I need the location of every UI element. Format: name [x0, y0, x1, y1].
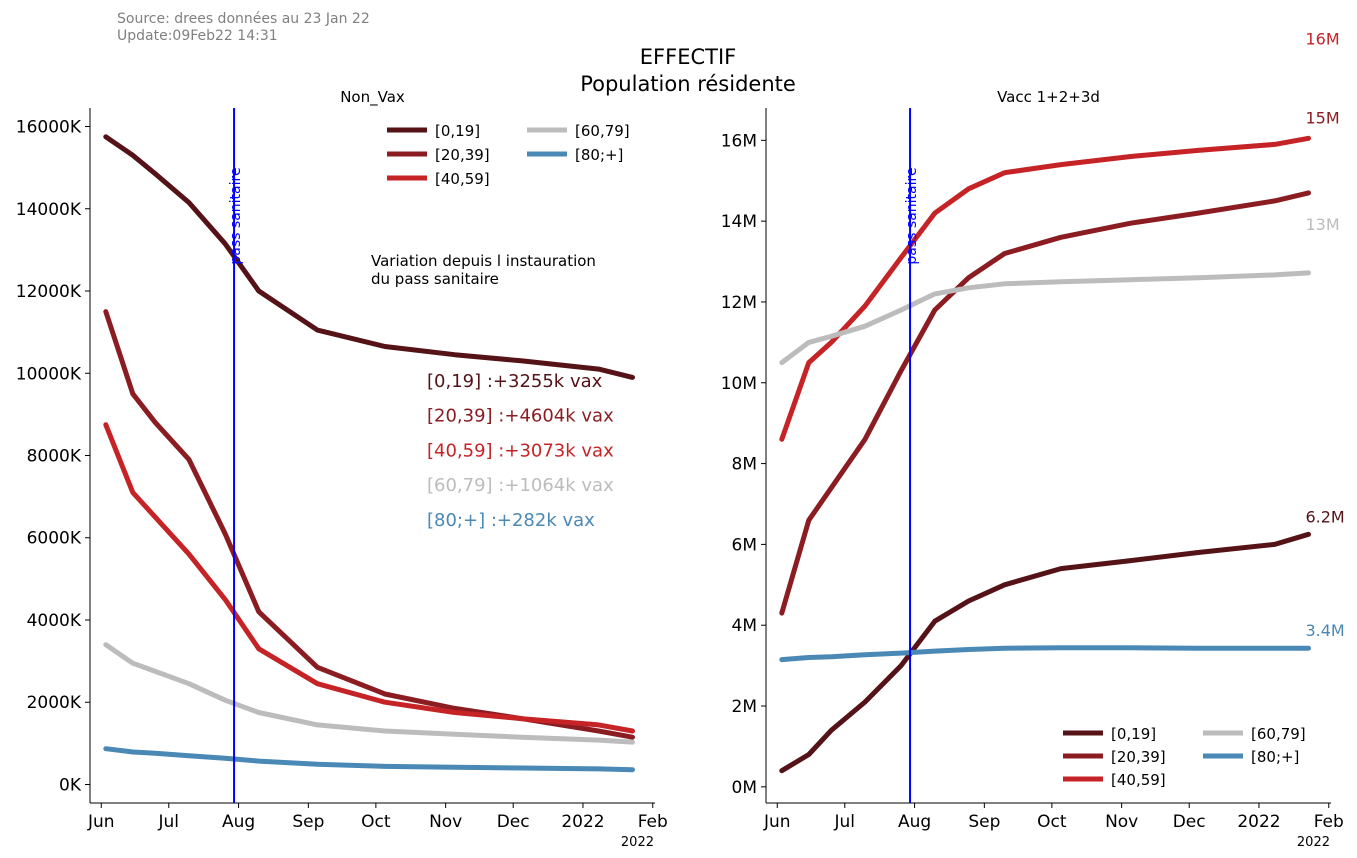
- x-tick-label: Sep: [968, 812, 1000, 832]
- legend-label: [0,19]: [435, 122, 480, 140]
- y-tick-label: 10M: [721, 374, 757, 394]
- note-text: Variation depuis l instauration: [371, 252, 596, 270]
- legend-label: [20,39]: [435, 146, 490, 164]
- x-tick-label: Oct: [1037, 812, 1067, 832]
- x-tick-label: Jun: [763, 812, 791, 832]
- variation-label: [60,79] :+1064k vax: [427, 475, 614, 496]
- legend-label: [80;+]: [1251, 748, 1299, 766]
- legend-label: [40,59]: [1111, 771, 1166, 789]
- pass-sanitaire-label: pass sanitaire: [228, 167, 244, 264]
- legend-label: [40,59]: [435, 170, 490, 188]
- x-tick-label: Feb: [1314, 812, 1344, 832]
- variation-label: [20,39] :+4604k vax: [427, 406, 614, 427]
- x-tick-label: Dec: [497, 812, 530, 832]
- legend-label: [60,79]: [1251, 725, 1306, 743]
- y-tick-label: 4000K: [27, 611, 82, 631]
- legend-label: [60,79]: [575, 122, 630, 140]
- y-tick-label: 12000K: [16, 282, 82, 302]
- x-tick-label: 2022: [561, 812, 604, 832]
- x-offset-label: 2022: [621, 835, 654, 850]
- x-tick-label: Nov: [1105, 812, 1138, 832]
- chart-title: Vacc 1+2+3d: [997, 88, 1100, 106]
- x-tick-label: Aug: [222, 812, 255, 832]
- x-tick-label: Dec: [1173, 812, 1206, 832]
- y-tick-label: 12M: [721, 293, 757, 313]
- chart-vacc: Vacc 1+2+3d Jun Jul Aug Sep Oct Nov Dec 2022 Feb 2…: [721, 29, 1345, 850]
- y-tick-label: 14M: [721, 212, 757, 232]
- series-line-2: [103, 422, 635, 734]
- legend-label: [0,19]: [1111, 725, 1156, 743]
- end-label: 13M: [1305, 215, 1339, 234]
- end-label: 3.4M: [1305, 621, 1344, 640]
- y-tick-label: 0K: [59, 775, 82, 795]
- legend-label: [20,39]: [1111, 748, 1166, 766]
- y-tick-label: 2000K: [27, 693, 82, 713]
- x-tick-label: Feb: [638, 812, 668, 832]
- x-tick-label: Nov: [429, 812, 462, 832]
- end-label: 6.2M: [1305, 507, 1344, 526]
- x-tick-label: Jul: [158, 812, 180, 832]
- x-tick-label: Sep: [292, 812, 324, 832]
- legend-label: [80;+]: [575, 146, 623, 164]
- y-tick-label: 0M: [732, 778, 757, 798]
- series-line-2: [779, 135, 1311, 442]
- chart-non-vax: Non_Vax Jun Jul Aug Sep Oct Nov Dec 2022 Feb 2022 0…: [16, 88, 668, 850]
- pass-sanitaire-label: pass sanitaire: [904, 167, 920, 264]
- y-tick-label: 2M: [732, 697, 757, 717]
- y-tick-label: 10000K: [16, 364, 82, 384]
- y-tick-label: 6M: [732, 535, 757, 555]
- series-line-0: [779, 531, 1311, 774]
- series-line-1: [779, 190, 1311, 616]
- x-tick-label: Aug: [898, 812, 931, 832]
- x-tick-label: Jun: [87, 812, 115, 832]
- y-tick-label: 4M: [732, 616, 757, 636]
- figure-title: EFFECTIF: [640, 45, 736, 69]
- y-tick-label: 6000K: [27, 529, 82, 549]
- x-offset-label: 2022: [1297, 835, 1330, 850]
- series-line-4: [103, 746, 635, 773]
- chart-title: Non_Vax: [340, 88, 405, 107]
- end-label: 15M: [1305, 108, 1339, 127]
- legend: [0,19] [20,39] [40,59] [60,79] [80;+]: [387, 122, 630, 188]
- x-tick-label: 2022: [1237, 812, 1280, 832]
- source-text: Source: drees données au 23 Jan 22: [117, 11, 370, 27]
- end-label: 16M: [1305, 29, 1339, 48]
- legend: [0,19] [20,39] [40,59] [60,79] [80;+]: [1063, 725, 1306, 789]
- y-tick-label: 8M: [732, 455, 757, 475]
- y-tick-label: 16M: [721, 131, 757, 151]
- series-line-3: [103, 642, 635, 745]
- y-tick-label: 8000K: [27, 447, 82, 467]
- series-line-0: [103, 134, 635, 380]
- series-line-3: [779, 270, 1311, 366]
- update-text: Update:09Feb22 14:31: [117, 28, 278, 44]
- variation-label: [40,59] :+3073k vax: [427, 440, 614, 461]
- note-text: du pass sanitaire: [371, 270, 499, 288]
- y-tick-label: 14000K: [16, 200, 82, 220]
- figure-subtitle: Population résidente: [580, 72, 796, 96]
- series-line-4: [779, 645, 1311, 663]
- x-tick-label: Oct: [361, 812, 391, 832]
- x-tick-label: Jul: [834, 812, 856, 832]
- variation-label: [0,19] :+3255k vax: [427, 371, 603, 392]
- variation-label: [80;+] :+282k vax: [427, 510, 595, 531]
- y-tick-label: 16000K: [16, 118, 82, 138]
